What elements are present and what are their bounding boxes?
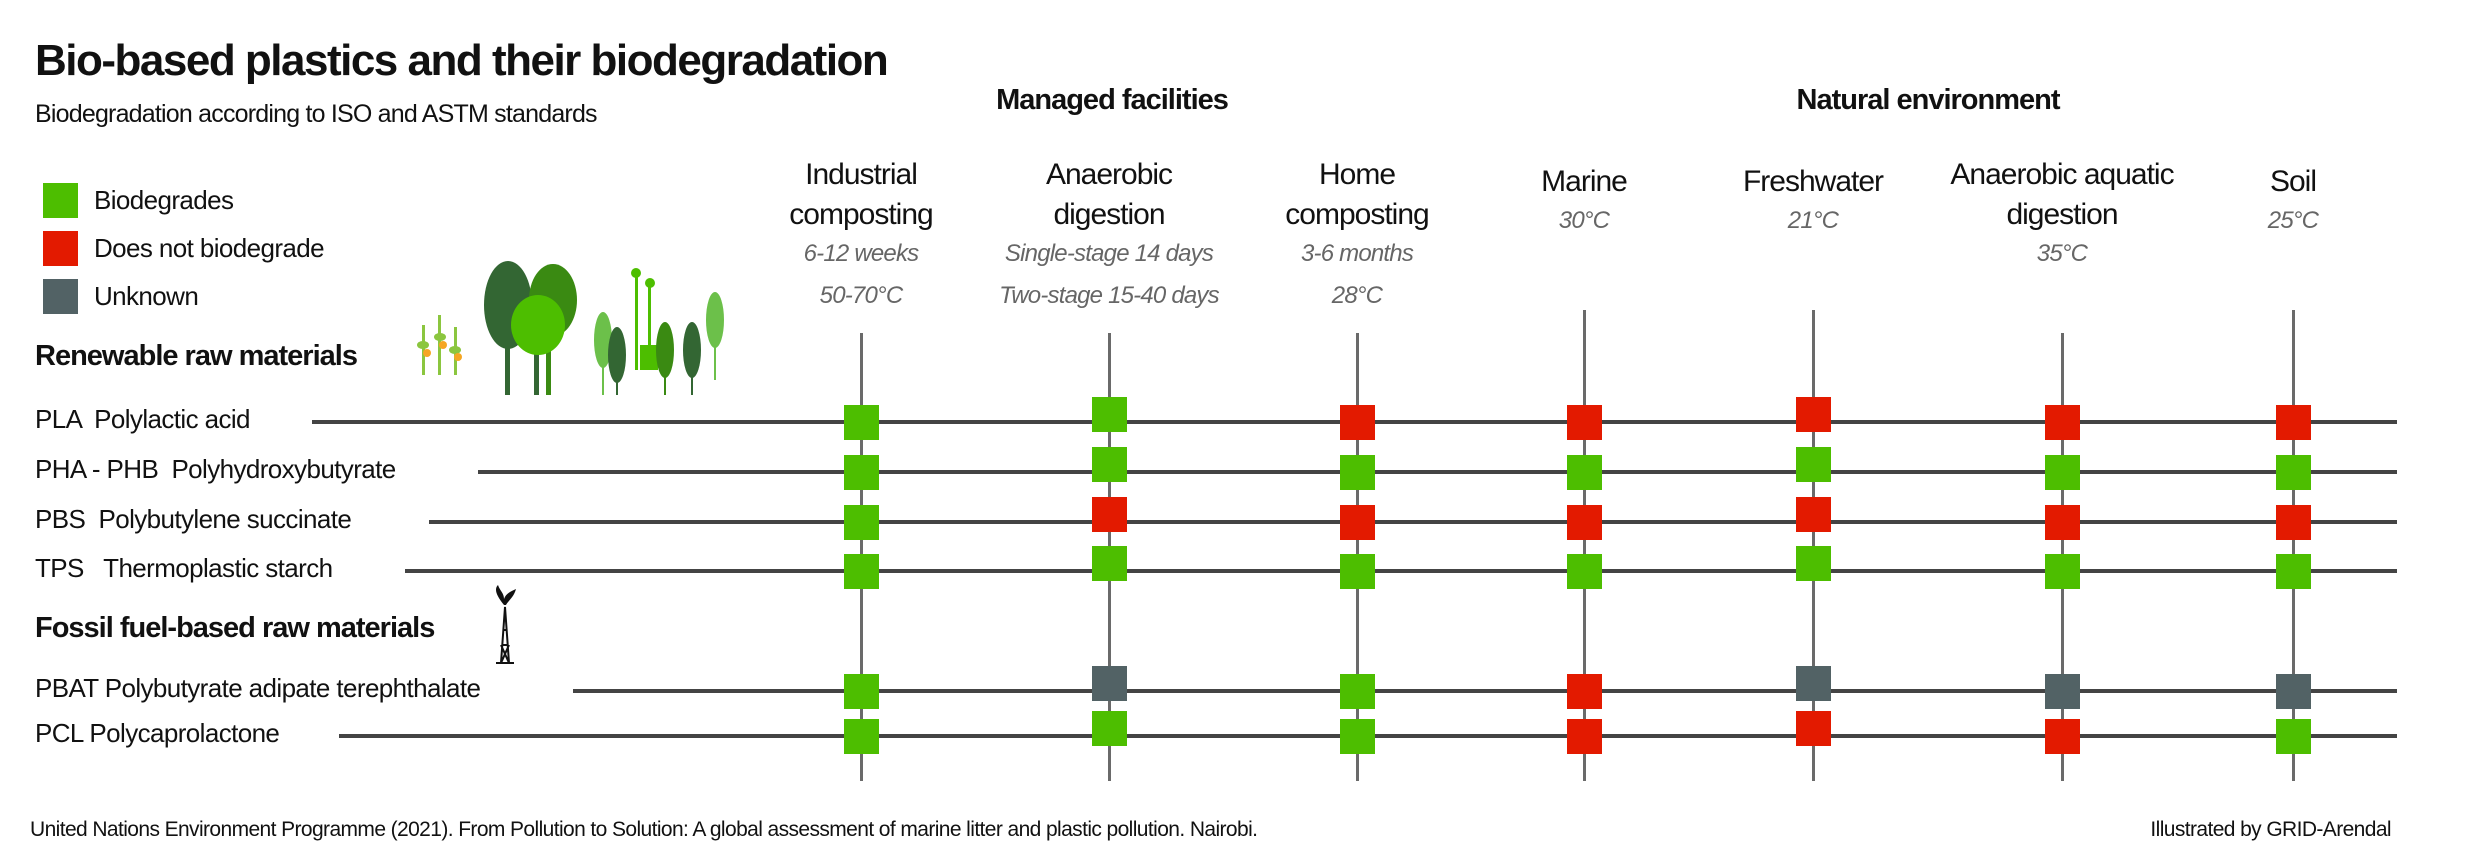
legend-label: Unknown: [94, 281, 199, 311]
column-header: composting: [1285, 198, 1429, 231]
oil-derrick-icon: [496, 585, 516, 664]
legend-swatch-R: [43, 231, 78, 266]
legend-swatch-G: [43, 183, 78, 218]
cell-biodegrades: [844, 405, 879, 440]
column-detail: 30°C: [1558, 207, 1610, 234]
cell-biodegrades: [844, 674, 879, 709]
cell-does-not-biodegrade: [1340, 405, 1375, 440]
column-detail: Two-stage 15-40 days: [999, 282, 1219, 309]
column-detail: 28°C: [1331, 282, 1383, 309]
column-detail: Single-stage 14 days: [1004, 240, 1214, 267]
column-detail: 3-6 months: [1300, 240, 1414, 267]
cell-does-not-biodegrade: [1092, 497, 1127, 532]
row-label: PCL Polycaprolactone: [35, 718, 280, 748]
cell-biodegrades: [2045, 554, 2080, 589]
cell-biodegrades: [2045, 455, 2080, 490]
column-detail: 21°C: [1787, 207, 1839, 234]
legend-label: Does not biodegrade: [94, 233, 325, 263]
column-header: digestion: [2006, 198, 2118, 231]
plants-illustration-icon: [417, 261, 724, 395]
cell-does-not-biodegrade: [1340, 505, 1375, 540]
cell-does-not-biodegrade: [1796, 497, 1831, 532]
cell-does-not-biodegrade: [1796, 711, 1831, 746]
cell-does-not-biodegrade: [2276, 505, 2311, 540]
cell-unknown: [2276, 674, 2311, 709]
page-title: Bio-based plastics and their biodegradat…: [35, 36, 889, 85]
column-detail: 35°C: [2036, 240, 2088, 267]
cell-biodegrades: [1567, 554, 1602, 589]
section-renewable: Renewable raw materials: [35, 340, 358, 372]
cell-unknown: [1092, 666, 1127, 701]
column-axis-line: [2292, 310, 2295, 781]
column-axis-line: [1812, 310, 1815, 781]
row-label: PBAT Polybutyrate adipate terephthalate: [35, 673, 481, 703]
cell-biodegrades: [1567, 455, 1602, 490]
cell-biodegrades: [1092, 397, 1127, 432]
cell-biodegrades: [1340, 455, 1375, 490]
column-detail: 50-70°C: [819, 282, 904, 309]
cell-biodegrades: [844, 455, 879, 490]
column-detail: 25°C: [2267, 207, 2319, 234]
cell-biodegrades: [2276, 554, 2311, 589]
cell-does-not-biodegrade: [2045, 405, 2080, 440]
group-managed-facilities: Managed facilities: [996, 84, 1229, 116]
row-line: [405, 569, 2397, 573]
column-header: Anaerobic aquatic: [1950, 158, 2174, 191]
row-label: TPS Thermoplastic starch: [35, 553, 333, 583]
cell-does-not-biodegrade: [1567, 719, 1602, 754]
column-header: composting: [789, 198, 933, 231]
cell-biodegrades: [1092, 711, 1127, 746]
legend-label: Biodegrades: [94, 185, 234, 215]
cell-does-not-biodegrade: [2276, 405, 2311, 440]
cell-biodegrades: [1796, 546, 1831, 581]
cell-unknown: [2045, 674, 2080, 709]
column-header: Soil: [2269, 165, 2317, 198]
cell-does-not-biodegrade: [1567, 674, 1602, 709]
column-header: Marine: [1541, 165, 1628, 198]
row-label: PBS Polybutylene succinate: [35, 504, 352, 534]
row-label: PLA Polylactic acid: [35, 404, 251, 434]
column-header: digestion: [1053, 198, 1165, 231]
cell-biodegrades: [1340, 554, 1375, 589]
cell-does-not-biodegrade: [2045, 719, 2080, 754]
cell-biodegrades: [844, 505, 879, 540]
column-detail: 6-12 weeks: [803, 240, 920, 267]
column-axis-line: [1583, 310, 1586, 781]
cell-does-not-biodegrade: [1567, 405, 1602, 440]
cell-does-not-biodegrade: [1567, 505, 1602, 540]
cell-biodegrades: [1796, 447, 1831, 482]
legend-swatch-U: [43, 279, 78, 314]
cell-biodegrades: [1340, 674, 1375, 709]
cell-unknown: [1796, 666, 1831, 701]
cell-biodegrades: [1092, 546, 1127, 581]
illustration-credit: Illustrated by GRID-Arendal: [2150, 818, 2391, 841]
source-citation: United Nations Environment Programme (20…: [30, 818, 1258, 841]
section-fossil: Fossil fuel-based raw materials: [35, 612, 435, 644]
cell-biodegrades: [844, 554, 879, 589]
cell-biodegrades: [1340, 719, 1375, 754]
cell-biodegrades: [2276, 719, 2311, 754]
column-header: Industrial: [805, 158, 918, 191]
column-header: Anaerobic: [1045, 158, 1173, 191]
row-label: PHA - PHB Polyhydroxybutyrate: [35, 454, 396, 484]
column-header: Freshwater: [1742, 165, 1884, 198]
row-line: [478, 470, 2397, 474]
row-line: [429, 520, 2397, 524]
cell-does-not-biodegrade: [2045, 505, 2080, 540]
cell-biodegrades: [844, 719, 879, 754]
cell-biodegrades: [2276, 455, 2311, 490]
cell-does-not-biodegrade: [1796, 397, 1831, 432]
column-header: Home: [1318, 158, 1396, 191]
group-natural-environment: Natural environment: [1796, 84, 2061, 116]
subtitle: Biodegradation according to ISO and ASTM…: [35, 100, 598, 128]
cell-biodegrades: [1092, 447, 1127, 482]
row-line: [573, 689, 2397, 693]
